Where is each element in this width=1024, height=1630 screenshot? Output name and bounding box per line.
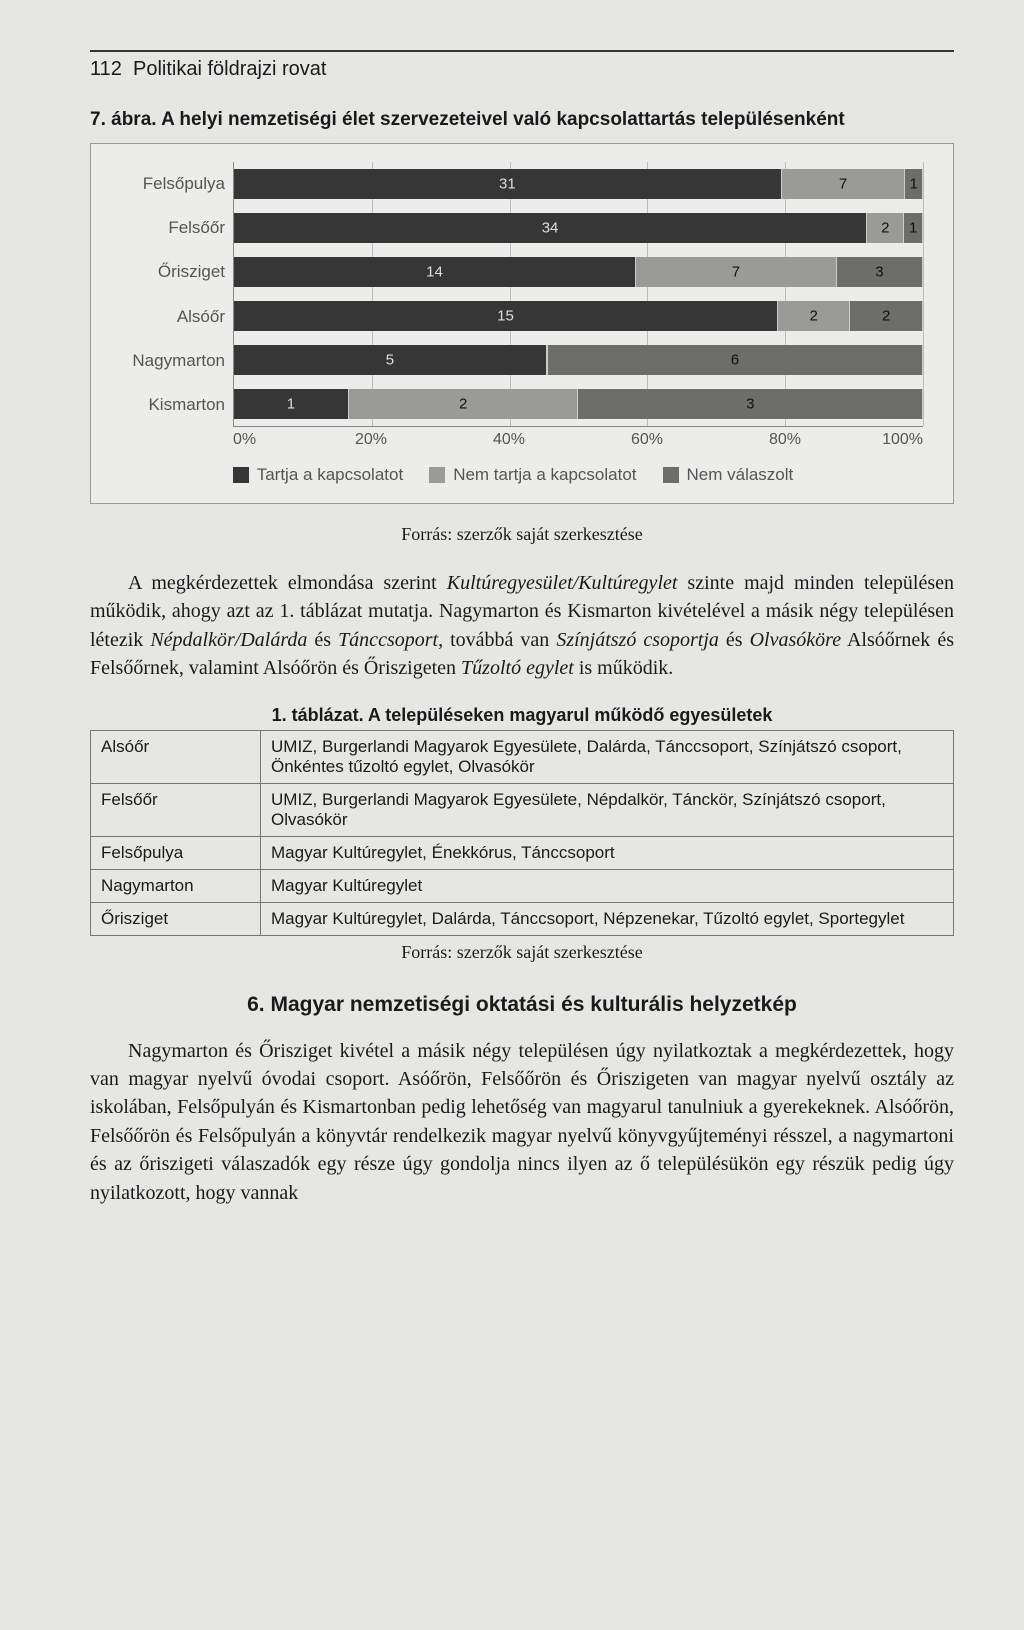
chart-area: FelsőpulyaFelsőőrŐriszigetAlsóőrNagymart… — [103, 162, 923, 427]
figure-number: 7. ábra. — [90, 109, 157, 130]
table-title: 1. táblázat. A településeken magyarul mű… — [90, 705, 954, 726]
page-header: 112 Politikai földrajzi rovat — [90, 58, 954, 81]
legend-swatch — [233, 467, 249, 483]
body-paragraph-1: A megkérdezettek elmondása szerint Kultú… — [90, 569, 954, 683]
category-label: Felsőpulya — [103, 162, 225, 206]
bar-row: 1 2 3 — [234, 382, 923, 426]
bar-segment: 1 — [904, 213, 923, 243]
bar-value-label: 5 — [386, 352, 394, 369]
table-row: FelsőpulyaMagyar Kultúregylet, Énekkórus… — [91, 836, 954, 869]
bar-segment: 2 — [778, 301, 851, 331]
bar-value-label: 3 — [875, 264, 883, 281]
bar-value-label: 2 — [882, 308, 890, 325]
bar-value-label: 1 — [287, 396, 295, 413]
category-label: Felsőőr — [103, 206, 225, 250]
bar-segment: 7 — [636, 257, 837, 287]
x-tick-label: 80% — [716, 431, 854, 449]
table-cell-location: Alsóőr — [91, 730, 261, 783]
table-cell-location: Nagymarton — [91, 869, 261, 902]
table-row: FelsőőrUMIZ, Burgerlandi Magyarok Egyesü… — [91, 783, 954, 836]
associations-table: AlsóőrUMIZ, Burgerlandi Magyarok Egyesül… — [90, 730, 954, 936]
table-cell-associations: UMIZ, Burgerlandi Magyarok Egyesülete, N… — [261, 783, 954, 836]
legend-item: Tartja a kapcsolatot — [233, 465, 403, 485]
x-tick-label: 100% — [854, 431, 923, 449]
table-cell-associations: Magyar Kultúregylet, Dalárda, Tánccsopor… — [261, 902, 954, 935]
legend-label: Nem tartja a kapcsolatot — [453, 465, 636, 485]
section-6-paragraph: Nagymarton és Őrisziget kivétel a másik … — [90, 1037, 954, 1207]
section-name: Politikai földrajzi rovat — [133, 58, 326, 80]
page: 112 Politikai földrajzi rovat 7. ábra. A… — [0, 0, 1024, 1630]
bar-segment: 2 — [850, 301, 923, 331]
table-row: ŐriszigetMagyar Kultúregylet, Dalárda, T… — [91, 902, 954, 935]
bar-value-label: 34 — [542, 220, 559, 237]
category-label: Őrisziget — [103, 250, 225, 294]
bar-value-label: 2 — [810, 308, 818, 325]
category-label: Alsóőr — [103, 295, 225, 339]
bar-row: 34 2 1 — [234, 206, 923, 250]
table-cell-location: Őrisziget — [91, 902, 261, 935]
bar-segment: 15 — [234, 301, 778, 331]
bar-value-label: 1 — [909, 176, 917, 193]
legend-swatch — [429, 467, 445, 483]
bar-segment: 1 — [234, 389, 349, 419]
table-row: AlsóőrUMIZ, Burgerlandi Magyarok Egyesül… — [91, 730, 954, 783]
table-cell-location: Felsőpulya — [91, 836, 261, 869]
x-tick-label: 60% — [578, 431, 716, 449]
legend-item: Nem tartja a kapcsolatot — [429, 465, 636, 485]
table-cell-associations: Magyar Kultúregylet — [261, 869, 954, 902]
legend-label: Nem válaszolt — [687, 465, 794, 485]
gridline — [923, 162, 924, 426]
bar-row: 14 7 3 — [234, 250, 923, 294]
bar-value-label: 1 — [909, 220, 917, 237]
table-cell-associations: UMIZ, Burgerlandi Magyarok Egyesülete, D… — [261, 730, 954, 783]
x-tick-label: 20% — [302, 431, 440, 449]
category-label: Kismarton — [103, 383, 225, 427]
x-tick-label: 0% — [233, 431, 302, 449]
header-rule — [90, 50, 954, 52]
table-cell-location: Felsőőr — [91, 783, 261, 836]
bar-segment: 1 — [905, 169, 923, 199]
bar-segment: 14 — [234, 257, 636, 287]
category-axis: FelsőpulyaFelsőőrŐriszigetAlsóőrNagymart… — [103, 162, 233, 427]
bar-segment: 3 — [578, 389, 923, 419]
figure-source: Forrás: szerzők saját szerkesztése — [90, 524, 954, 545]
bar-row: 506 — [234, 338, 923, 382]
x-tick-label: 40% — [440, 431, 578, 449]
bar-value-label: 7 — [732, 264, 740, 281]
bar-value-label: 2 — [459, 396, 467, 413]
legend-item: Nem válaszolt — [663, 465, 794, 485]
bar-value-label: 2 — [881, 220, 889, 237]
bar-segment: 3 — [837, 257, 923, 287]
x-axis: 0%20%40%60%80%100% — [233, 431, 923, 449]
legend-swatch — [663, 467, 679, 483]
bars-region: 3171342114731522506123 — [233, 162, 923, 427]
bar-segment: 2 — [349, 389, 579, 419]
table-source: Forrás: szerzők saját szerkesztése — [90, 942, 954, 963]
bar-row: 31 7 1 — [234, 162, 923, 206]
bar-segment: 5 — [234, 345, 547, 375]
table-row: NagymartonMagyar Kultúregylet — [91, 869, 954, 902]
bar-value-label: 7 — [839, 176, 847, 193]
bar-segment: 7 — [782, 169, 906, 199]
figure-title: 7. ábra. A helyi nemzetiségi élet szerve… — [90, 109, 954, 131]
section-6-title: 6. Magyar nemzetiségi oktatási és kultur… — [90, 993, 954, 1017]
bar-segment: 2 — [867, 213, 904, 243]
figure-caption: A helyi nemzetiségi élet szervezeteivel … — [161, 109, 845, 130]
bar-value-label: 15 — [497, 308, 514, 325]
bar-segment: 34 — [234, 213, 867, 243]
bar-value-label: 3 — [746, 396, 754, 413]
table-cell-associations: Magyar Kultúregylet, Énekkórus, Tánccsop… — [261, 836, 954, 869]
bar-value-label: 14 — [426, 264, 443, 281]
category-label: Nagymarton — [103, 339, 225, 383]
bar-row: 1522 — [234, 294, 923, 338]
bar-segment: 6 — [548, 345, 923, 375]
bar-segment: 31 — [234, 169, 782, 199]
legend: Tartja a kapcsolatot Nem tartja a kapcsol… — [103, 465, 923, 485]
legend-label: Tartja a kapcsolatot — [257, 465, 403, 485]
bar-value-label: 6 — [731, 352, 739, 369]
chart-container: FelsőpulyaFelsőőrŐriszigetAlsóőrNagymart… — [90, 143, 954, 504]
page-number: 112 — [90, 58, 122, 80]
bar-value-label: 31 — [499, 176, 516, 193]
